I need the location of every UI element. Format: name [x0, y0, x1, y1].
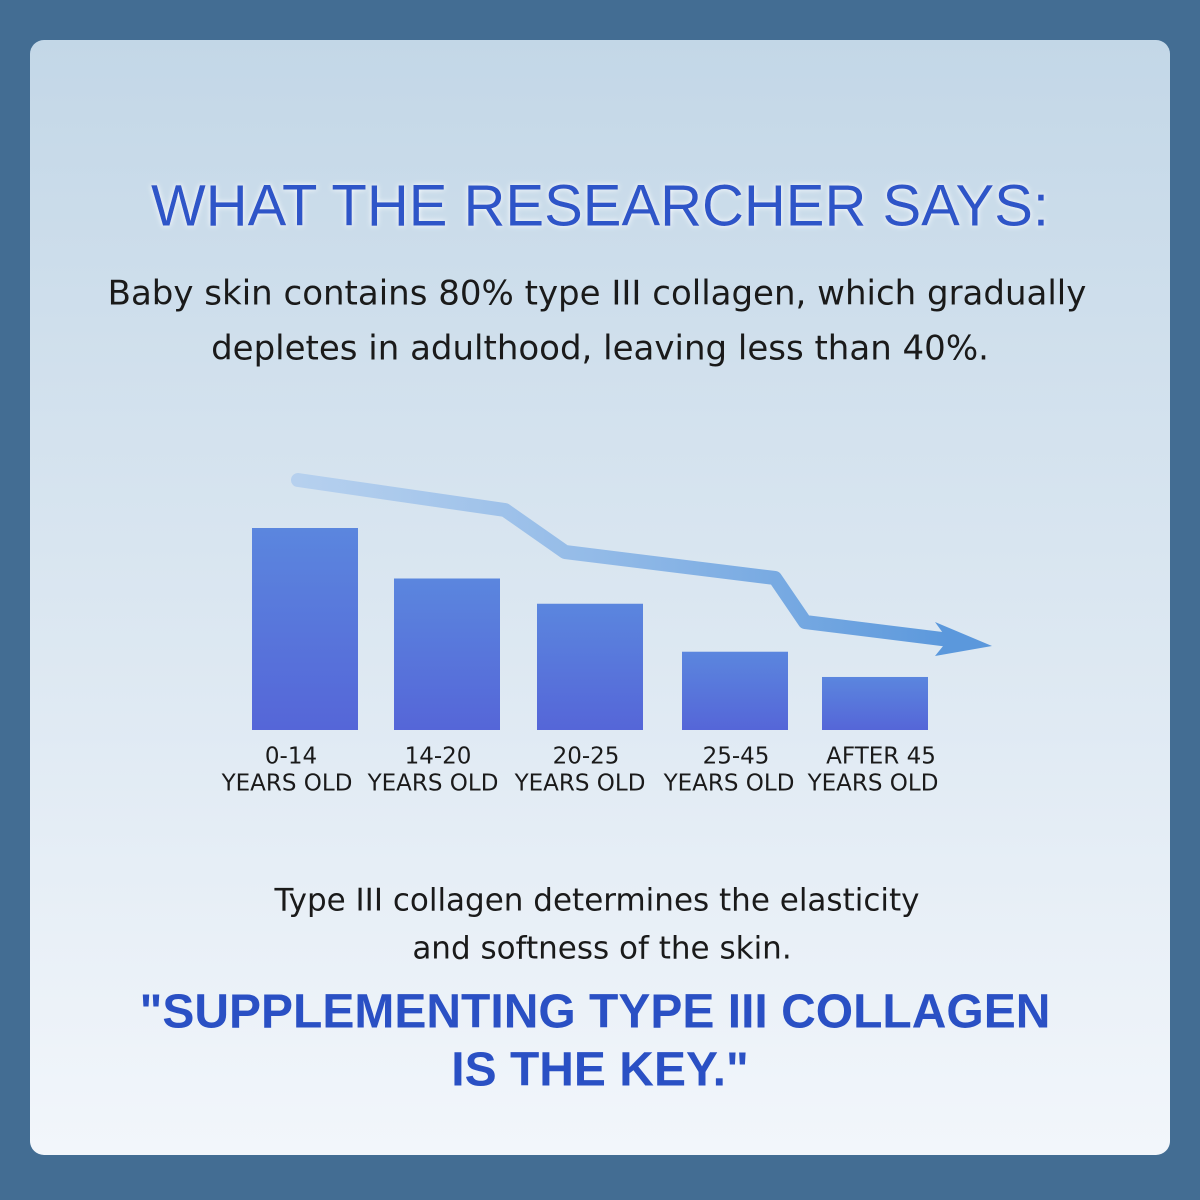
- trend-arrow: [291, 473, 957, 647]
- note-line: Type III collagen determines the elastic…: [273, 883, 919, 919]
- card: [30, 40, 1170, 1155]
- x-tick-label: YEARS OLD: [807, 771, 939, 797]
- x-tick-label: 20-25: [553, 744, 620, 770]
- x-tick-label: 25-45: [703, 744, 770, 770]
- quote-line: IS THE KEY.": [451, 1044, 749, 1097]
- intro-line: Baby skin contains 80% type III collagen…: [108, 274, 1087, 314]
- x-tick-label: YEARS OLD: [221, 771, 353, 797]
- bar: [252, 528, 358, 730]
- bar: [394, 578, 500, 730]
- x-tick-label: YEARS OLD: [367, 771, 499, 797]
- quote-line: "SUPPLEMENTING TYPE III COLLAGEN: [140, 986, 1051, 1039]
- note-line: and softness of the skin.: [412, 931, 791, 967]
- bar: [822, 676, 928, 730]
- x-tick-label: 14-20: [405, 744, 472, 770]
- x-tick-label: AFTER 45: [826, 744, 936, 770]
- x-tick-label: YEARS OLD: [663, 771, 795, 797]
- intro-line: depletes in adulthood, leaving less than…: [211, 329, 989, 369]
- title: WHAT THE RESEARCHER SAYS:: [151, 173, 1049, 238]
- x-tick-label: 0-14: [265, 744, 317, 770]
- arrow-head: [935, 622, 992, 656]
- bar: [537, 603, 643, 730]
- bar: [682, 651, 788, 730]
- x-tick-label: YEARS OLD: [514, 771, 646, 797]
